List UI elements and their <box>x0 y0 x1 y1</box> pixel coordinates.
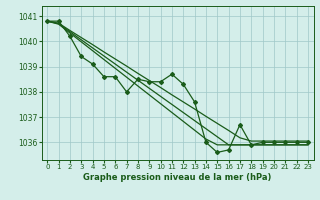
X-axis label: Graphe pression niveau de la mer (hPa): Graphe pression niveau de la mer (hPa) <box>84 173 272 182</box>
